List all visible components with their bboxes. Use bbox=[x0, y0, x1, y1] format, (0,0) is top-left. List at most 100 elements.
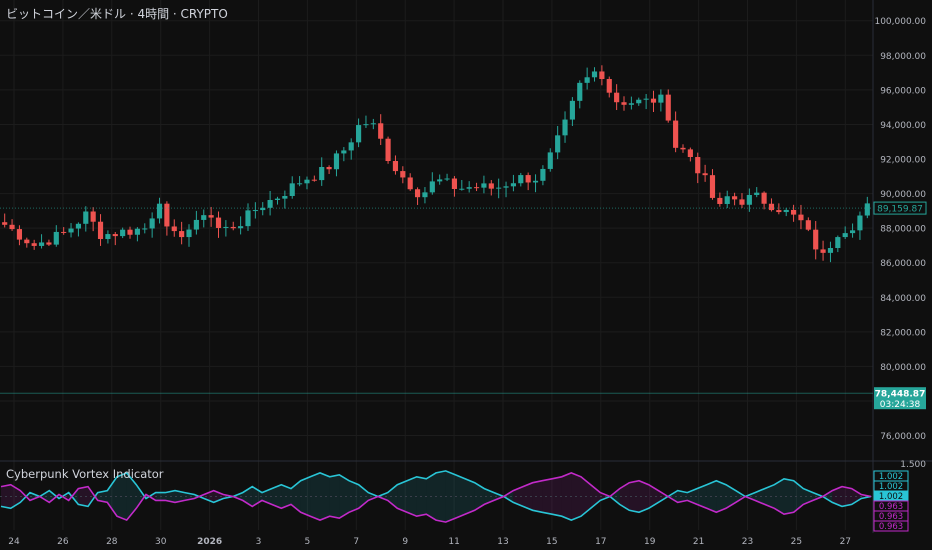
vortex-fill-segment bbox=[329, 474, 340, 519]
candle-body bbox=[827, 248, 834, 253]
candle-body bbox=[142, 228, 148, 230]
vortex-fill-segment bbox=[320, 472, 330, 521]
candle-body bbox=[429, 181, 435, 193]
candle-body bbox=[732, 196, 738, 200]
candle-body bbox=[2, 222, 8, 225]
y-tick-label: 82,000.00 bbox=[880, 328, 926, 338]
vortex-fill-segment bbox=[639, 480, 649, 513]
vortex-fill-segment bbox=[822, 490, 833, 503]
vortex-fill-segment bbox=[523, 482, 533, 511]
x-tick-label: 26 bbox=[57, 537, 69, 547]
vortex-fill-segment bbox=[774, 478, 784, 515]
x-tick-label: 28 bbox=[106, 537, 118, 547]
candle-body bbox=[849, 230, 856, 234]
x-tick-label: 21 bbox=[693, 537, 704, 547]
candle-body bbox=[215, 217, 222, 228]
vortex-fill-segment bbox=[610, 488, 620, 505]
vortex-fill-segment bbox=[619, 482, 630, 511]
candle-body bbox=[267, 200, 273, 208]
x-tick-label: 2026 bbox=[197, 537, 222, 547]
chart-title: ビットコイン／米ドル · 4時間 · CRYPTO bbox=[6, 7, 228, 21]
x-tick-label: 23 bbox=[742, 537, 753, 547]
vi-minus-line bbox=[0, 472, 872, 523]
candle-body bbox=[378, 123, 384, 139]
candle-body bbox=[311, 179, 317, 181]
candles bbox=[2, 65, 870, 263]
y-tick-label: 80,000.00 bbox=[880, 363, 926, 373]
candle-body bbox=[179, 231, 185, 238]
candle-body bbox=[16, 229, 23, 240]
candle-body bbox=[451, 178, 458, 190]
candle-body bbox=[628, 103, 634, 105]
candle-body bbox=[414, 189, 421, 198]
vortex-fill-segment bbox=[339, 474, 349, 519]
candle-body bbox=[459, 188, 465, 190]
candle-body bbox=[341, 150, 347, 154]
x-tick-label: 7 bbox=[353, 537, 359, 547]
last-price-badge bbox=[873, 201, 927, 215]
candle-body bbox=[356, 125, 362, 143]
candle-body bbox=[53, 231, 59, 245]
candle-body bbox=[274, 198, 281, 201]
candle-body bbox=[9, 224, 15, 230]
candle-body bbox=[673, 120, 679, 148]
candle-body bbox=[503, 186, 509, 188]
candle-body bbox=[569, 100, 575, 120]
vortex-fill-segment bbox=[88, 486, 98, 507]
countdown-label: 03:24:38 bbox=[880, 400, 921, 410]
candle-body bbox=[621, 102, 627, 105]
candle-body bbox=[120, 229, 126, 237]
candle-body bbox=[687, 149, 693, 158]
vortex-fill-segment bbox=[97, 490, 108, 503]
candle-body bbox=[864, 203, 870, 216]
candle-body bbox=[407, 177, 413, 190]
vortex-fill-segment bbox=[474, 482, 485, 511]
x-tick-label: 15 bbox=[546, 537, 557, 547]
candle-body bbox=[606, 79, 612, 93]
price-line-badge bbox=[874, 387, 926, 410]
x-tick-label: 24 bbox=[8, 537, 20, 547]
y-tick-label: 86,000.00 bbox=[880, 259, 926, 269]
candle-body bbox=[518, 175, 524, 184]
candle-body bbox=[370, 123, 376, 125]
candle-body bbox=[739, 199, 745, 205]
vortex-fill-segment bbox=[832, 486, 842, 507]
candle-body bbox=[555, 135, 561, 153]
candle-body bbox=[481, 183, 487, 188]
candle-body bbox=[695, 157, 701, 174]
x-tick-label: 9 bbox=[402, 537, 408, 547]
candle-body bbox=[614, 92, 620, 103]
candle-body bbox=[201, 215, 207, 220]
candle-body bbox=[112, 234, 118, 237]
candle-body bbox=[591, 71, 598, 78]
vortex-fill-segment bbox=[784, 478, 794, 515]
candle-body bbox=[348, 142, 354, 151]
candle-body bbox=[97, 221, 104, 240]
candle-body bbox=[776, 210, 782, 213]
candle-body bbox=[385, 138, 391, 162]
candle-body bbox=[304, 179, 310, 184]
candle-body bbox=[532, 180, 539, 183]
x-tick-label: 19 bbox=[644, 537, 656, 547]
y-tick-label: 98,000.00 bbox=[880, 52, 926, 62]
candle-body bbox=[754, 192, 760, 195]
vi-plus-line bbox=[0, 470, 872, 521]
x-tick-label: 11 bbox=[448, 537, 459, 547]
candle-body bbox=[791, 209, 797, 215]
candle-body bbox=[768, 203, 775, 211]
candle-body bbox=[510, 183, 516, 187]
vortex-fill-segment bbox=[658, 490, 668, 503]
candle-body bbox=[835, 237, 841, 249]
vortex-fill-segment bbox=[484, 488, 494, 505]
vortex-fill-segment bbox=[755, 488, 765, 505]
x-tick-label: 17 bbox=[595, 537, 606, 547]
candle-body bbox=[208, 215, 214, 218]
candle-body bbox=[437, 179, 443, 182]
candle-body bbox=[746, 194, 752, 205]
vortex-fill-segment bbox=[175, 490, 185, 503]
candle-body bbox=[297, 183, 303, 185]
vortex-fill-segment bbox=[513, 486, 523, 507]
candle-body bbox=[46, 242, 52, 245]
candle-body bbox=[105, 234, 111, 240]
